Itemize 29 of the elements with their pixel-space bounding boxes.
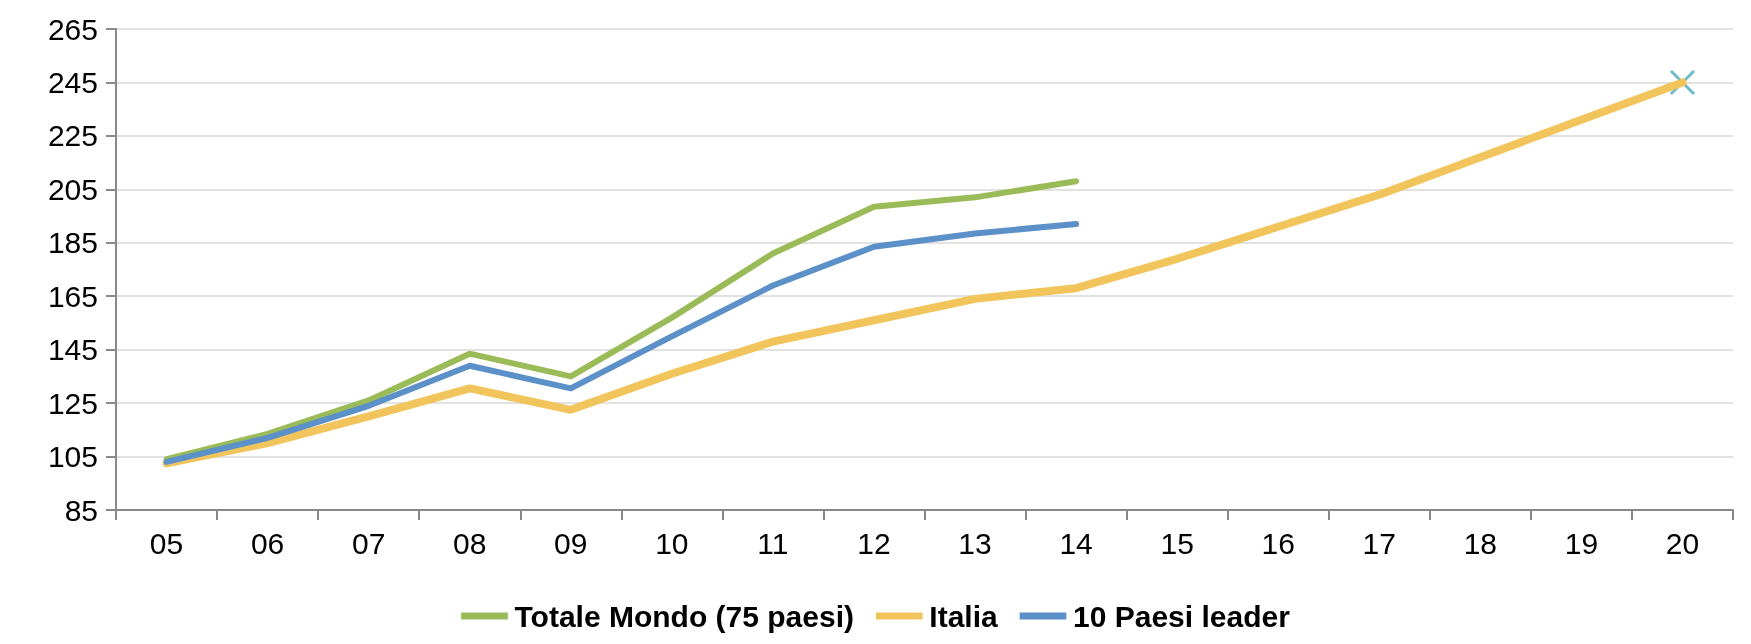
x-tick-label: 18	[1463, 526, 1498, 560]
x-tick-label: 19	[1564, 526, 1599, 560]
x-tick-label: 16	[1261, 526, 1295, 560]
x-tick-label: 20	[1665, 526, 1700, 560]
y-tick-label: 125	[47, 386, 98, 420]
y-tick-label: 225	[47, 119, 98, 153]
x-tick-label: 08	[453, 526, 487, 560]
y-tick-label: 85	[64, 493, 98, 527]
x-tick-label: 15	[1160, 526, 1194, 560]
y-tick-label: 165	[47, 279, 98, 313]
y-tick-label: 105	[47, 440, 98, 474]
x-tick-label: 07	[351, 526, 386, 560]
y-tick-label: 245	[47, 65, 98, 99]
legend-label: Totale Mondo (75 paesi)	[514, 599, 854, 633]
x-tick-label: 14	[1059, 526, 1093, 560]
legend-label: Italia	[929, 599, 998, 633]
x-tick-label: 17	[1362, 526, 1396, 560]
x-tick-label: 10	[655, 526, 689, 560]
x-tick-label: 11	[757, 526, 789, 560]
x-tick-label: 12	[857, 526, 891, 560]
legend-label: 10 Paesi leader	[1073, 599, 1291, 633]
x-tick-label: 09	[554, 526, 588, 560]
y-tick-label: 205	[47, 172, 98, 206]
y-tick-label: 265	[47, 12, 98, 46]
x-tick-label: 06	[250, 526, 285, 560]
y-tick-label: 145	[47, 333, 98, 367]
x-tick-label: 05	[149, 526, 184, 560]
y-tick-label: 185	[47, 226, 98, 260]
x-tick-label: 13	[958, 526, 992, 560]
